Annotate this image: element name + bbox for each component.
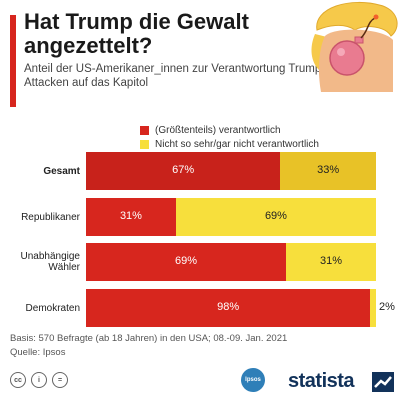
footer-basis: Basis: 570 Befragte (ab 18 Jahren) in de… [10,333,288,344]
category-label: Republikaner [21,211,80,223]
category-label: Gesamt [43,165,80,177]
legend-swatch-yellow [140,139,149,149]
legend-item-not-responsible: Nicht so sehr/gar nicht verantwortlich [140,137,319,151]
cc-icon: cc [10,372,26,388]
ipsos-logo: Ipsos [241,368,265,392]
bar-segment [175,198,376,236]
legend-label: (Größtenteils) verantwortlich [155,124,281,136]
value-label: 31% [320,255,343,267]
legend: (Größtenteils) verantwortlich Nicht so s… [140,123,319,151]
license-icons: cc i = [10,372,68,388]
legend-label: Nicht so sehr/gar nicht verantwortlich [155,138,319,150]
value-label: 69% [175,255,198,267]
value-label: 67% [172,164,195,176]
legend-swatch-red [140,125,149,135]
bar-segment [86,198,176,236]
statista-mark-icon [372,372,394,392]
value-label: 2% [379,301,395,313]
category-label: Unabhängige Wähler [20,251,81,273]
value-label: 31% [119,210,142,222]
bar-segment [86,152,281,190]
footer-source: Quelle: Ipsos [10,347,66,358]
value-label: 69% [264,210,287,222]
title-accent-bar [10,15,16,107]
statista-logo: statista [288,370,355,392]
bar-segment [370,289,376,327]
bar-segment [86,289,371,327]
chart-subtitle: Anteil der US-Amerikaner_innen zur Veran… [24,63,363,89]
bar-segment [286,243,376,281]
value-label: 33% [317,164,340,176]
category-label: Demokraten [25,302,80,314]
chart-title: Hat Trump die Gewalt angezettelt? [24,9,249,58]
trump-bomb-illustration [311,2,398,92]
attribution-icon: i [31,372,47,388]
bar-segment [280,152,376,190]
legend-item-responsible: (Größtenteils) verantwortlich [140,123,319,137]
bar-segment [86,243,287,281]
value-label: 98% [217,301,240,313]
no-derivatives-icon: = [52,372,68,388]
